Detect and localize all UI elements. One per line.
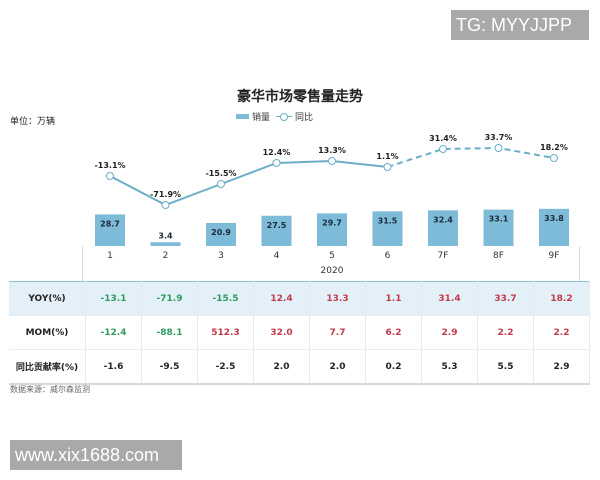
watermark-bottom: www.xix1688.com bbox=[10, 440, 182, 470]
x-axis-year: 2020 bbox=[320, 266, 344, 276]
yoy-point-marker bbox=[494, 144, 503, 152]
sales-bar bbox=[261, 215, 292, 246]
legend-item-yoy: 同比 bbox=[276, 110, 313, 123]
table-cell: -13.1 bbox=[85, 281, 142, 316]
chart-title: 豪华市场零售量走势 bbox=[237, 89, 363, 105]
legend-item-sales: 销量 bbox=[236, 110, 270, 123]
table-cell: 32.0 bbox=[253, 315, 310, 350]
table-cell: 7.7 bbox=[309, 315, 366, 350]
legend-label-sales: 销量 bbox=[252, 113, 271, 123]
table-cell: 18.2 bbox=[533, 281, 590, 316]
table-cell: 2.2 bbox=[533, 315, 590, 350]
sales-bar bbox=[150, 242, 181, 246]
table-cell: -2.5 bbox=[197, 349, 254, 385]
sales-bar bbox=[539, 208, 569, 246]
table-cell: -1.6 bbox=[85, 349, 142, 385]
table-row: YOY(%) -13.1 -71.9 -15.5 12.4 13.3 1.1 31.4 33.7… bbox=[9, 281, 590, 316]
sales-bar bbox=[317, 213, 347, 246]
x-axis-tick-label: 7F bbox=[437, 251, 449, 261]
yoy-point-marker bbox=[550, 154, 558, 162]
table-row: MOM(%) -12.4 -88.1 512.3 32.0 7.7 6.2 2.9 2.2 2.2 bbox=[9, 315, 590, 350]
yoy-value-label: -15.5% bbox=[205, 169, 236, 178]
yoy-point-marker bbox=[106, 172, 114, 180]
stats-table: YOY(%) -13.1 -71.9 -15.5 12.4 13.3 1.1 31.4 33.7… bbox=[9, 281, 590, 385]
sales-bar bbox=[483, 209, 514, 246]
combo-chart: 28.7 3.4 20.9 27.5 29.7 31.5 32.4 33.1 33.8 -13.1… bbox=[94, 133, 569, 246]
table-cell: 2.9 bbox=[533, 349, 590, 385]
table-cell: 0.2 bbox=[365, 349, 422, 385]
yoy-point-marker bbox=[328, 157, 336, 165]
x-axis-tick-label: 6 bbox=[384, 251, 391, 261]
x-axis-tick-label: 1 bbox=[107, 251, 113, 261]
yoy-value-label: 13.3% bbox=[318, 146, 346, 155]
x-axis-box bbox=[82, 246, 580, 282]
x-axis-tick-label: 8F bbox=[493, 251, 504, 261]
bar-value-label: 31.5 bbox=[378, 216, 398, 225]
yoy-value-label: 18.2% bbox=[540, 143, 568, 152]
table-cell: -9.5 bbox=[141, 349, 198, 385]
bar-value-label: 27.5 bbox=[267, 221, 287, 230]
sales-bar bbox=[95, 214, 125, 246]
table-cell: 13.3 bbox=[309, 281, 366, 316]
yoy-value-label: 33.7% bbox=[485, 133, 513, 142]
table-cell: 33.7 bbox=[477, 281, 534, 316]
table-cell: 6.2 bbox=[365, 315, 422, 350]
table-cell: -12.4 bbox=[85, 315, 142, 350]
x-axis-tick-label: 4 bbox=[273, 251, 280, 261]
yoy-line-forecast bbox=[387, 146, 555, 168]
table-cell: 2.2 bbox=[477, 315, 534, 350]
bar-value-label: 20.9 bbox=[211, 228, 231, 237]
table-cell: -15.5 bbox=[197, 281, 254, 316]
yoy-value-label: -71.9% bbox=[150, 190, 181, 199]
yoy-value-label: 12.4% bbox=[263, 148, 291, 157]
yoy-point-marker bbox=[217, 180, 225, 188]
x-axis-tick-label: 9F bbox=[548, 251, 560, 261]
yoy-value-label: -13.1% bbox=[94, 161, 125, 170]
yoy-value-label: 1.1% bbox=[376, 152, 398, 161]
bar-value-label: 3.4 bbox=[158, 231, 173, 240]
table-cell: 12.4 bbox=[253, 281, 310, 316]
sales-bar bbox=[206, 223, 236, 246]
bar-value-label: 33.8 bbox=[544, 214, 564, 223]
yoy-point-marker bbox=[439, 145, 447, 153]
bar-value-label: 33.1 bbox=[489, 215, 509, 224]
table-cell: 2.0 bbox=[253, 349, 310, 385]
table-cell: 5.5 bbox=[477, 349, 534, 385]
row-header: MOM(%) bbox=[9, 315, 86, 350]
row-header: YOY(%) bbox=[9, 281, 86, 316]
table-cell: 5.3 bbox=[421, 349, 478, 385]
table-cell: 1.1 bbox=[365, 281, 422, 316]
table-cell: 2.0 bbox=[309, 349, 366, 385]
unit-label: 单位：万辆 bbox=[10, 117, 56, 127]
yoy-point-marker bbox=[161, 201, 170, 209]
watermark-top: TG: MYYJJPP bbox=[451, 10, 589, 40]
table-cell: -88.1 bbox=[141, 315, 198, 350]
x-axis-tick-label: 3 bbox=[218, 251, 224, 261]
legend: 销量 同比 bbox=[236, 110, 313, 123]
table-cell: 31.4 bbox=[421, 281, 478, 316]
yoy-value-label: 31.4% bbox=[429, 134, 457, 143]
x-axis-tick-label: 5 bbox=[329, 251, 335, 261]
sales-bar bbox=[428, 210, 458, 246]
yoy-point-marker bbox=[272, 159, 281, 167]
legend-label-yoy: 同比 bbox=[295, 113, 314, 123]
table-cell: 512.3 bbox=[197, 315, 254, 350]
table-cell: 2.9 bbox=[421, 315, 478, 350]
sales-bar bbox=[372, 211, 403, 246]
data-source: 数据来源：威尔森监测 bbox=[10, 385, 90, 394]
bar-value-label: 29.7 bbox=[322, 218, 342, 227]
bar-value-label: 32.4 bbox=[433, 215, 453, 224]
table-row: 同比贡献率(%) -1.6 -9.5 -2.5 2.0 2.0 0.2 5.3 5.5 2.9 bbox=[9, 349, 590, 385]
bar-value-label: 28.7 bbox=[100, 219, 120, 228]
table-cell: -71.9 bbox=[141, 281, 198, 316]
yoy-line-actual bbox=[109, 159, 388, 207]
bar-swatch-icon bbox=[236, 114, 249, 119]
row-header: 同比贡献率(%) bbox=[9, 349, 86, 385]
x-axis-tick-label: 2 bbox=[162, 251, 169, 261]
yoy-point-marker bbox=[383, 163, 392, 171]
line-marker-swatch-icon bbox=[276, 112, 293, 121]
